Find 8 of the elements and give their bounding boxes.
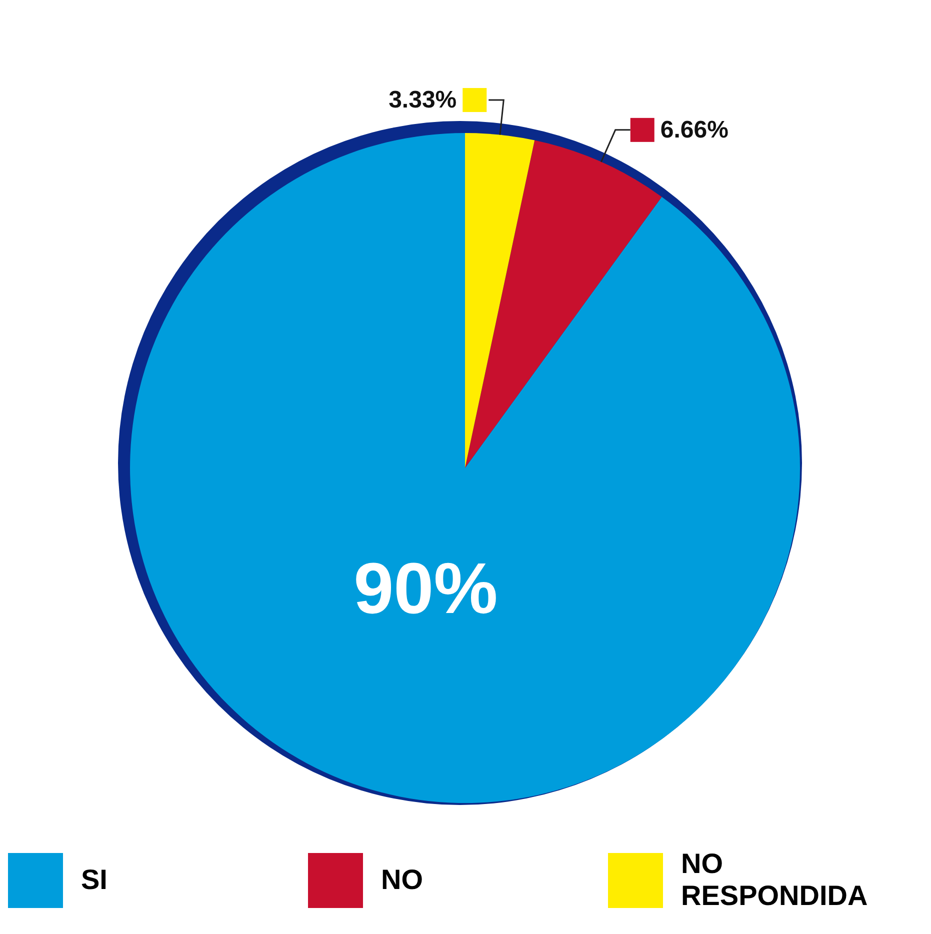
- legend-label: NO RESPONDIDA: [681, 848, 869, 912]
- data-label: 90%: [354, 549, 498, 630]
- legend-label: NO: [381, 864, 423, 896]
- pie-slice: [465, 133, 535, 468]
- data-label: 3.33%: [388, 86, 457, 114]
- data-label: 6.66%: [660, 116, 728, 144]
- legend-label: SI: [81, 864, 108, 896]
- pie-slice: [465, 140, 662, 468]
